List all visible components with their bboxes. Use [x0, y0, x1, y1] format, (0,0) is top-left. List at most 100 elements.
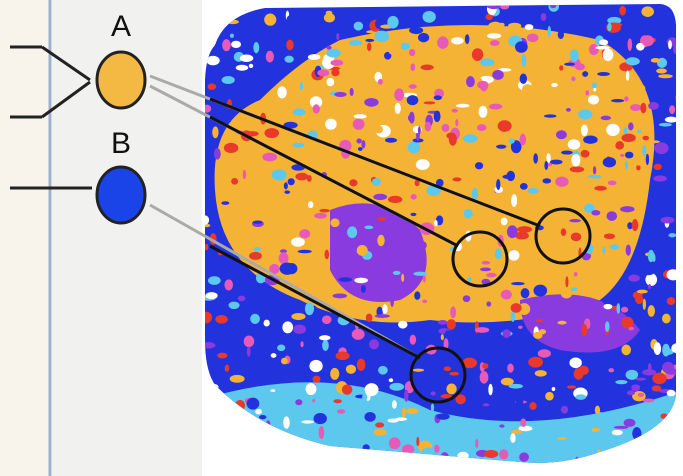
speckle	[579, 366, 589, 375]
speckle	[229, 8, 240, 13]
speckle	[222, 39, 231, 51]
speckle	[293, 460, 306, 471]
speckle	[292, 448, 296, 460]
speckle	[541, 13, 547, 21]
speckle	[449, 372, 459, 376]
speckle	[653, 175, 667, 181]
speckle	[594, 186, 606, 191]
speckle	[307, 175, 312, 182]
speckle	[230, 34, 234, 38]
speckle	[326, 78, 334, 86]
speckle	[444, 366, 451, 371]
speckle	[333, 293, 348, 298]
speckle	[436, 413, 449, 419]
speckle	[611, 99, 624, 102]
speckle	[641, 35, 653, 46]
speckle	[264, 128, 279, 138]
speckle	[593, 88, 596, 92]
speckle	[510, 433, 515, 443]
speckle	[389, 378, 393, 382]
speckle	[286, 40, 294, 51]
speckle	[635, 378, 646, 381]
speckle	[507, 225, 518, 238]
speckle	[628, 38, 633, 51]
speckle	[608, 69, 618, 73]
speckle	[570, 166, 585, 172]
speckle	[322, 315, 332, 324]
speckle	[378, 79, 383, 85]
speckle	[520, 418, 526, 427]
speckle	[627, 390, 635, 395]
speckle	[226, 20, 238, 25]
speckle	[352, 329, 365, 340]
speckle	[291, 237, 305, 246]
speckle	[434, 220, 438, 226]
speckle	[377, 217, 386, 221]
speckle	[334, 450, 348, 462]
speckle	[413, 369, 424, 372]
speckle	[314, 213, 327, 219]
speckle	[312, 399, 315, 402]
speckle	[601, 116, 611, 121]
speckle	[208, 446, 212, 456]
speckle	[636, 165, 640, 170]
speckle	[357, 245, 368, 256]
speckle	[643, 271, 653, 275]
speckle	[561, 289, 572, 299]
speckle	[300, 341, 303, 347]
speckle	[624, 127, 628, 134]
speckle	[300, 82, 304, 90]
speckle	[308, 201, 313, 208]
speckle	[629, 327, 634, 331]
speckle	[525, 24, 534, 30]
speckle	[630, 104, 641, 111]
speckle	[266, 420, 271, 432]
speckle	[500, 4, 509, 9]
speckle	[662, 344, 670, 357]
speckle	[495, 248, 502, 259]
speckle	[442, 124, 450, 132]
speckle	[571, 154, 580, 167]
speckle	[378, 366, 388, 375]
speckle	[264, 320, 270, 327]
speckle	[362, 394, 367, 401]
speckle	[519, 452, 529, 461]
speckle	[518, 326, 522, 329]
speckle	[288, 178, 295, 185]
speckle	[448, 464, 452, 472]
speckle	[231, 178, 238, 185]
speckle	[268, 359, 282, 370]
speckle	[356, 138, 361, 143]
speckle	[389, 437, 401, 449]
speckle	[364, 98, 378, 107]
speckle	[449, 338, 458, 348]
speckle	[253, 42, 259, 53]
speckle	[559, 65, 563, 70]
speckle	[569, 219, 581, 222]
speckle	[665, 117, 678, 123]
speckle	[499, 449, 508, 459]
speckle	[416, 159, 430, 170]
speckle	[475, 439, 478, 448]
speckle	[482, 196, 485, 202]
speckle	[658, 74, 672, 78]
speckle	[463, 295, 471, 302]
speckle	[240, 147, 248, 160]
speckle	[330, 218, 339, 227]
speckle	[544, 161, 548, 170]
speckle	[499, 424, 504, 427]
speckle	[253, 453, 259, 462]
speckle	[306, 383, 317, 395]
speckle	[422, 448, 435, 456]
speckle	[621, 345, 631, 356]
speckle	[235, 400, 245, 411]
speckle	[434, 111, 441, 123]
speckle	[605, 321, 610, 332]
speckle	[394, 88, 404, 101]
speckle	[269, 403, 282, 409]
speckle	[434, 328, 437, 332]
speckle	[581, 124, 588, 136]
speckle	[588, 175, 601, 179]
speckle	[280, 262, 295, 274]
speckle	[536, 319, 544, 322]
